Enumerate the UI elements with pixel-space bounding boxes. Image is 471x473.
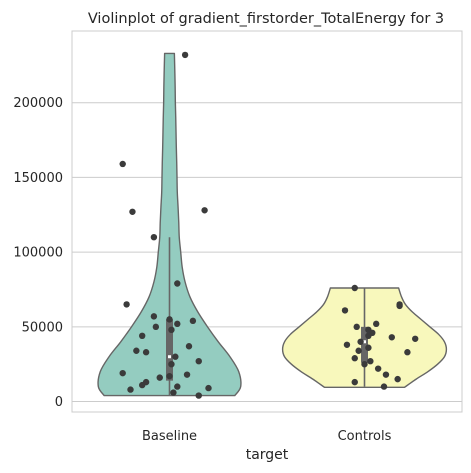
- data-point: [133, 347, 140, 354]
- y-tick-label: 50000: [22, 320, 63, 335]
- data-point: [119, 160, 126, 168]
- data-point: [205, 384, 212, 392]
- data-point: [152, 323, 160, 331]
- data-point: [170, 389, 177, 396]
- data-point: [374, 365, 382, 372]
- data-point: [365, 332, 372, 339]
- y-tick-label: 100000: [13, 246, 63, 261]
- y-tick-label: 200000: [13, 96, 63, 111]
- data-point: [172, 353, 179, 360]
- data-point: [341, 307, 349, 314]
- y-tick-labels: 0 50000 100000 150000 200000: [13, 96, 63, 410]
- chart-title: Violinplot of gradient_firstorder_TotalE…: [88, 11, 444, 27]
- median-marker-baseline: [168, 355, 171, 359]
- data-point: [351, 284, 358, 292]
- data-point: [150, 313, 158, 320]
- data-point: [394, 375, 401, 383]
- data-point: [367, 358, 374, 365]
- data-point: [168, 326, 175, 334]
- data-point: [353, 323, 360, 331]
- y-tick-label: 150000: [13, 171, 63, 186]
- data-point: [181, 51, 189, 59]
- iqr-box-baseline: [166, 319, 173, 381]
- data-point: [380, 383, 388, 390]
- data-point: [166, 316, 173, 323]
- data-point: [351, 355, 358, 362]
- data-point: [129, 208, 136, 215]
- data-point: [150, 233, 158, 241]
- data-point: [156, 374, 163, 381]
- data-point: [183, 371, 191, 378]
- data-point: [127, 386, 134, 393]
- data-point: [185, 343, 193, 350]
- median-marker-controls: [363, 340, 366, 344]
- strip-points: [119, 51, 419, 399]
- violin-baseline: [97, 52, 242, 397]
- data-point: [361, 360, 368, 368]
- data-point: [195, 392, 202, 399]
- data-point: [355, 347, 362, 354]
- data-point: [412, 335, 419, 342]
- data-point: [365, 344, 372, 351]
- data-point: [139, 332, 146, 339]
- data-point: [388, 334, 395, 341]
- plot-frame: [71, 30, 463, 413]
- data-point: [174, 383, 181, 390]
- x-tick-label: Controls: [338, 429, 392, 444]
- data-point: [396, 302, 403, 310]
- data-point: [174, 320, 181, 328]
- data-point: [343, 341, 351, 348]
- data-point: [168, 360, 175, 368]
- iqr-box-controls: [361, 326, 368, 363]
- data-point: [373, 320, 380, 328]
- data-point: [166, 372, 173, 380]
- data-point: [139, 381, 146, 389]
- x-tick-label: Baseline: [142, 429, 197, 444]
- violins: [97, 52, 448, 397]
- data-point: [174, 280, 181, 287]
- data-point: [382, 371, 390, 378]
- data-point: [201, 207, 208, 214]
- x-tick-labels: Baseline Controls: [142, 429, 392, 444]
- x-axis-label: target: [246, 447, 289, 463]
- y-tick-label: 0: [55, 395, 63, 410]
- data-point: [119, 369, 126, 377]
- data-point: [195, 358, 202, 365]
- data-point: [404, 349, 411, 356]
- data-point: [351, 378, 358, 386]
- data-point: [357, 338, 364, 345]
- data-point: [189, 317, 197, 325]
- data-point: [123, 301, 130, 308]
- data-point: [142, 349, 150, 356]
